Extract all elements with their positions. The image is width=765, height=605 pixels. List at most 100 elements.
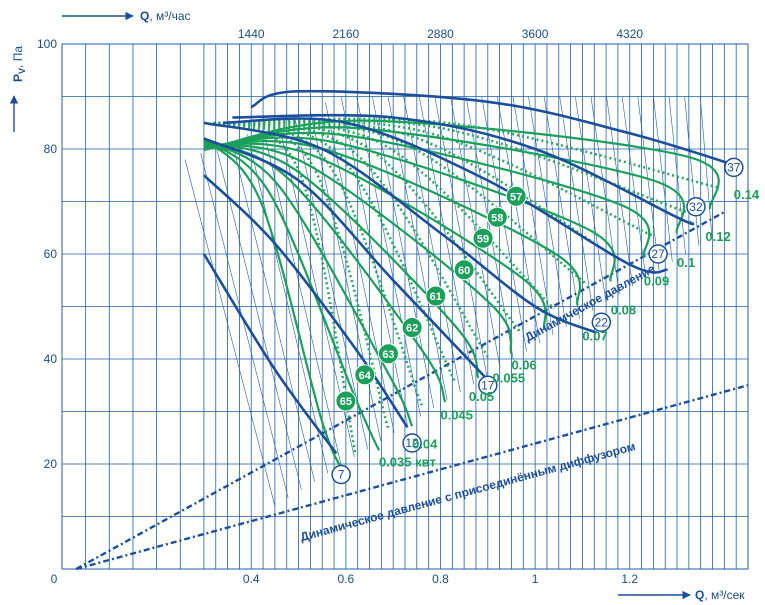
fan-curve-27 xyxy=(222,117,668,274)
power-label: 0.055 xyxy=(493,371,526,386)
speed-mark: 61 xyxy=(425,285,447,307)
dynamic-pressure-lines xyxy=(75,210,749,571)
power-curve xyxy=(203,138,381,451)
top-tick-label: 2160 xyxy=(333,27,360,41)
system-line xyxy=(372,96,435,409)
fan-curve-7 xyxy=(202,253,338,455)
power-curve xyxy=(203,142,513,355)
speed-mark-circle xyxy=(486,206,508,228)
fan-curve-32 xyxy=(232,113,695,226)
system-line xyxy=(184,159,276,507)
y-axis-subscript: V xyxy=(17,68,27,74)
speed-mark-text: 64 xyxy=(359,370,372,382)
power-curve xyxy=(203,140,582,306)
system-line xyxy=(668,96,686,254)
speed-mark-circle xyxy=(425,285,447,307)
x-tick-label: 0.8 xyxy=(432,572,449,586)
system-line xyxy=(309,109,382,441)
fan-curve-label-circle xyxy=(686,197,706,217)
y-axis-title: PV, Па xyxy=(11,46,27,82)
fan-curve-label: 7 xyxy=(331,464,351,485)
speed-mark-text: 61 xyxy=(430,291,442,303)
y-tick-label: 40 xyxy=(44,352,58,366)
y-tick-label: 80 xyxy=(44,142,58,156)
fan-curve-label-circle xyxy=(402,433,422,453)
power-curve-dotted xyxy=(213,121,588,286)
fan-curve-label-circle xyxy=(591,312,612,332)
power-curve-dotted xyxy=(213,117,720,190)
fan-curve-label-text: 12 xyxy=(405,436,419,450)
power-label: 0.09 xyxy=(644,274,669,289)
speed-mark-text: 65 xyxy=(340,396,352,408)
top-axis-symbol: Q xyxy=(140,9,149,23)
system-line xyxy=(653,96,673,262)
power-label: 0.14 xyxy=(734,187,760,202)
fan-curve-label: 32 xyxy=(686,197,706,217)
fan-curve-22 xyxy=(203,121,598,335)
top-axis-unit: , м³/час xyxy=(149,9,190,23)
power-curve-dotted xyxy=(213,121,522,334)
fan-curve-label-text: 17 xyxy=(481,378,495,392)
y-tick-label: 100 xyxy=(37,37,57,51)
power-label: 0.12 xyxy=(705,229,730,244)
fan-curve-label: 17 xyxy=(478,375,498,395)
x-axis-unit: , м³/сек xyxy=(704,588,745,602)
x-tick-label: 0.6 xyxy=(338,572,355,586)
system-line xyxy=(621,96,647,279)
speed-mark-circle xyxy=(505,185,527,207)
speed-mark-circle xyxy=(453,259,475,281)
speed-mark: 65 xyxy=(335,390,357,412)
fan-curve-37 xyxy=(250,89,735,167)
power-label: 0.06 xyxy=(511,358,536,373)
power-curve xyxy=(203,119,720,210)
fan-curve-label-circle xyxy=(724,157,744,178)
speed-mark: 64 xyxy=(354,364,376,386)
speed-mark-circle xyxy=(472,227,494,249)
power-curve-dotted xyxy=(213,121,489,358)
fan-curve-label-text: 37 xyxy=(727,160,741,174)
fan-curve-label: 12 xyxy=(402,433,422,453)
y-tick-label: 20 xyxy=(44,457,58,471)
system-line xyxy=(247,134,329,474)
system-line xyxy=(294,115,368,450)
top-tick-label: 4320 xyxy=(616,27,643,41)
speed-mark-circle xyxy=(401,317,423,338)
top-axis-title: Q, м³/час xyxy=(140,9,191,23)
fan-curve-17 xyxy=(203,137,489,381)
power-curve xyxy=(203,141,480,379)
system-line xyxy=(684,96,700,246)
system-line xyxy=(215,146,302,490)
speed-mark: 60 xyxy=(453,259,475,281)
x-tick-label: 1.2 xyxy=(621,572,638,586)
speed-mark: 59 xyxy=(472,227,494,249)
top-tick-label: 2880 xyxy=(427,27,454,41)
speed-mark: 58 xyxy=(486,206,508,228)
speed-mark: 62 xyxy=(401,317,423,338)
dynamic-pressure-line xyxy=(75,384,749,571)
dynamic-pressure-line xyxy=(75,210,725,571)
fan-curve-label: 27 xyxy=(648,244,668,264)
fan-curve-label-text: 7 xyxy=(338,468,345,482)
fan-curve-label-circle xyxy=(478,375,498,395)
y-axis-symbol: P xyxy=(11,74,25,82)
fan-curve-label-text: 32 xyxy=(689,200,703,214)
power-curve xyxy=(203,131,651,258)
system-line xyxy=(559,96,594,311)
system-line xyxy=(387,96,448,401)
power-label: 0.04 xyxy=(412,436,438,451)
fan-curve-12 xyxy=(203,174,409,429)
system-line xyxy=(699,96,713,238)
system-line xyxy=(200,153,289,498)
speed-mark-text: 63 xyxy=(382,349,394,361)
speed-mark-text: 58 xyxy=(491,212,503,224)
power-curve xyxy=(203,142,547,331)
top-tick-label: 3600 xyxy=(522,27,549,41)
system-line xyxy=(575,96,607,303)
power-curve xyxy=(203,136,616,282)
power-label: 0.07 xyxy=(582,329,607,344)
x-axis-title: Q, м³/сек xyxy=(695,588,745,602)
power-label: 0.1 xyxy=(677,255,695,270)
speed-mark-circle xyxy=(354,364,376,386)
power-curve-dotted xyxy=(213,120,621,262)
